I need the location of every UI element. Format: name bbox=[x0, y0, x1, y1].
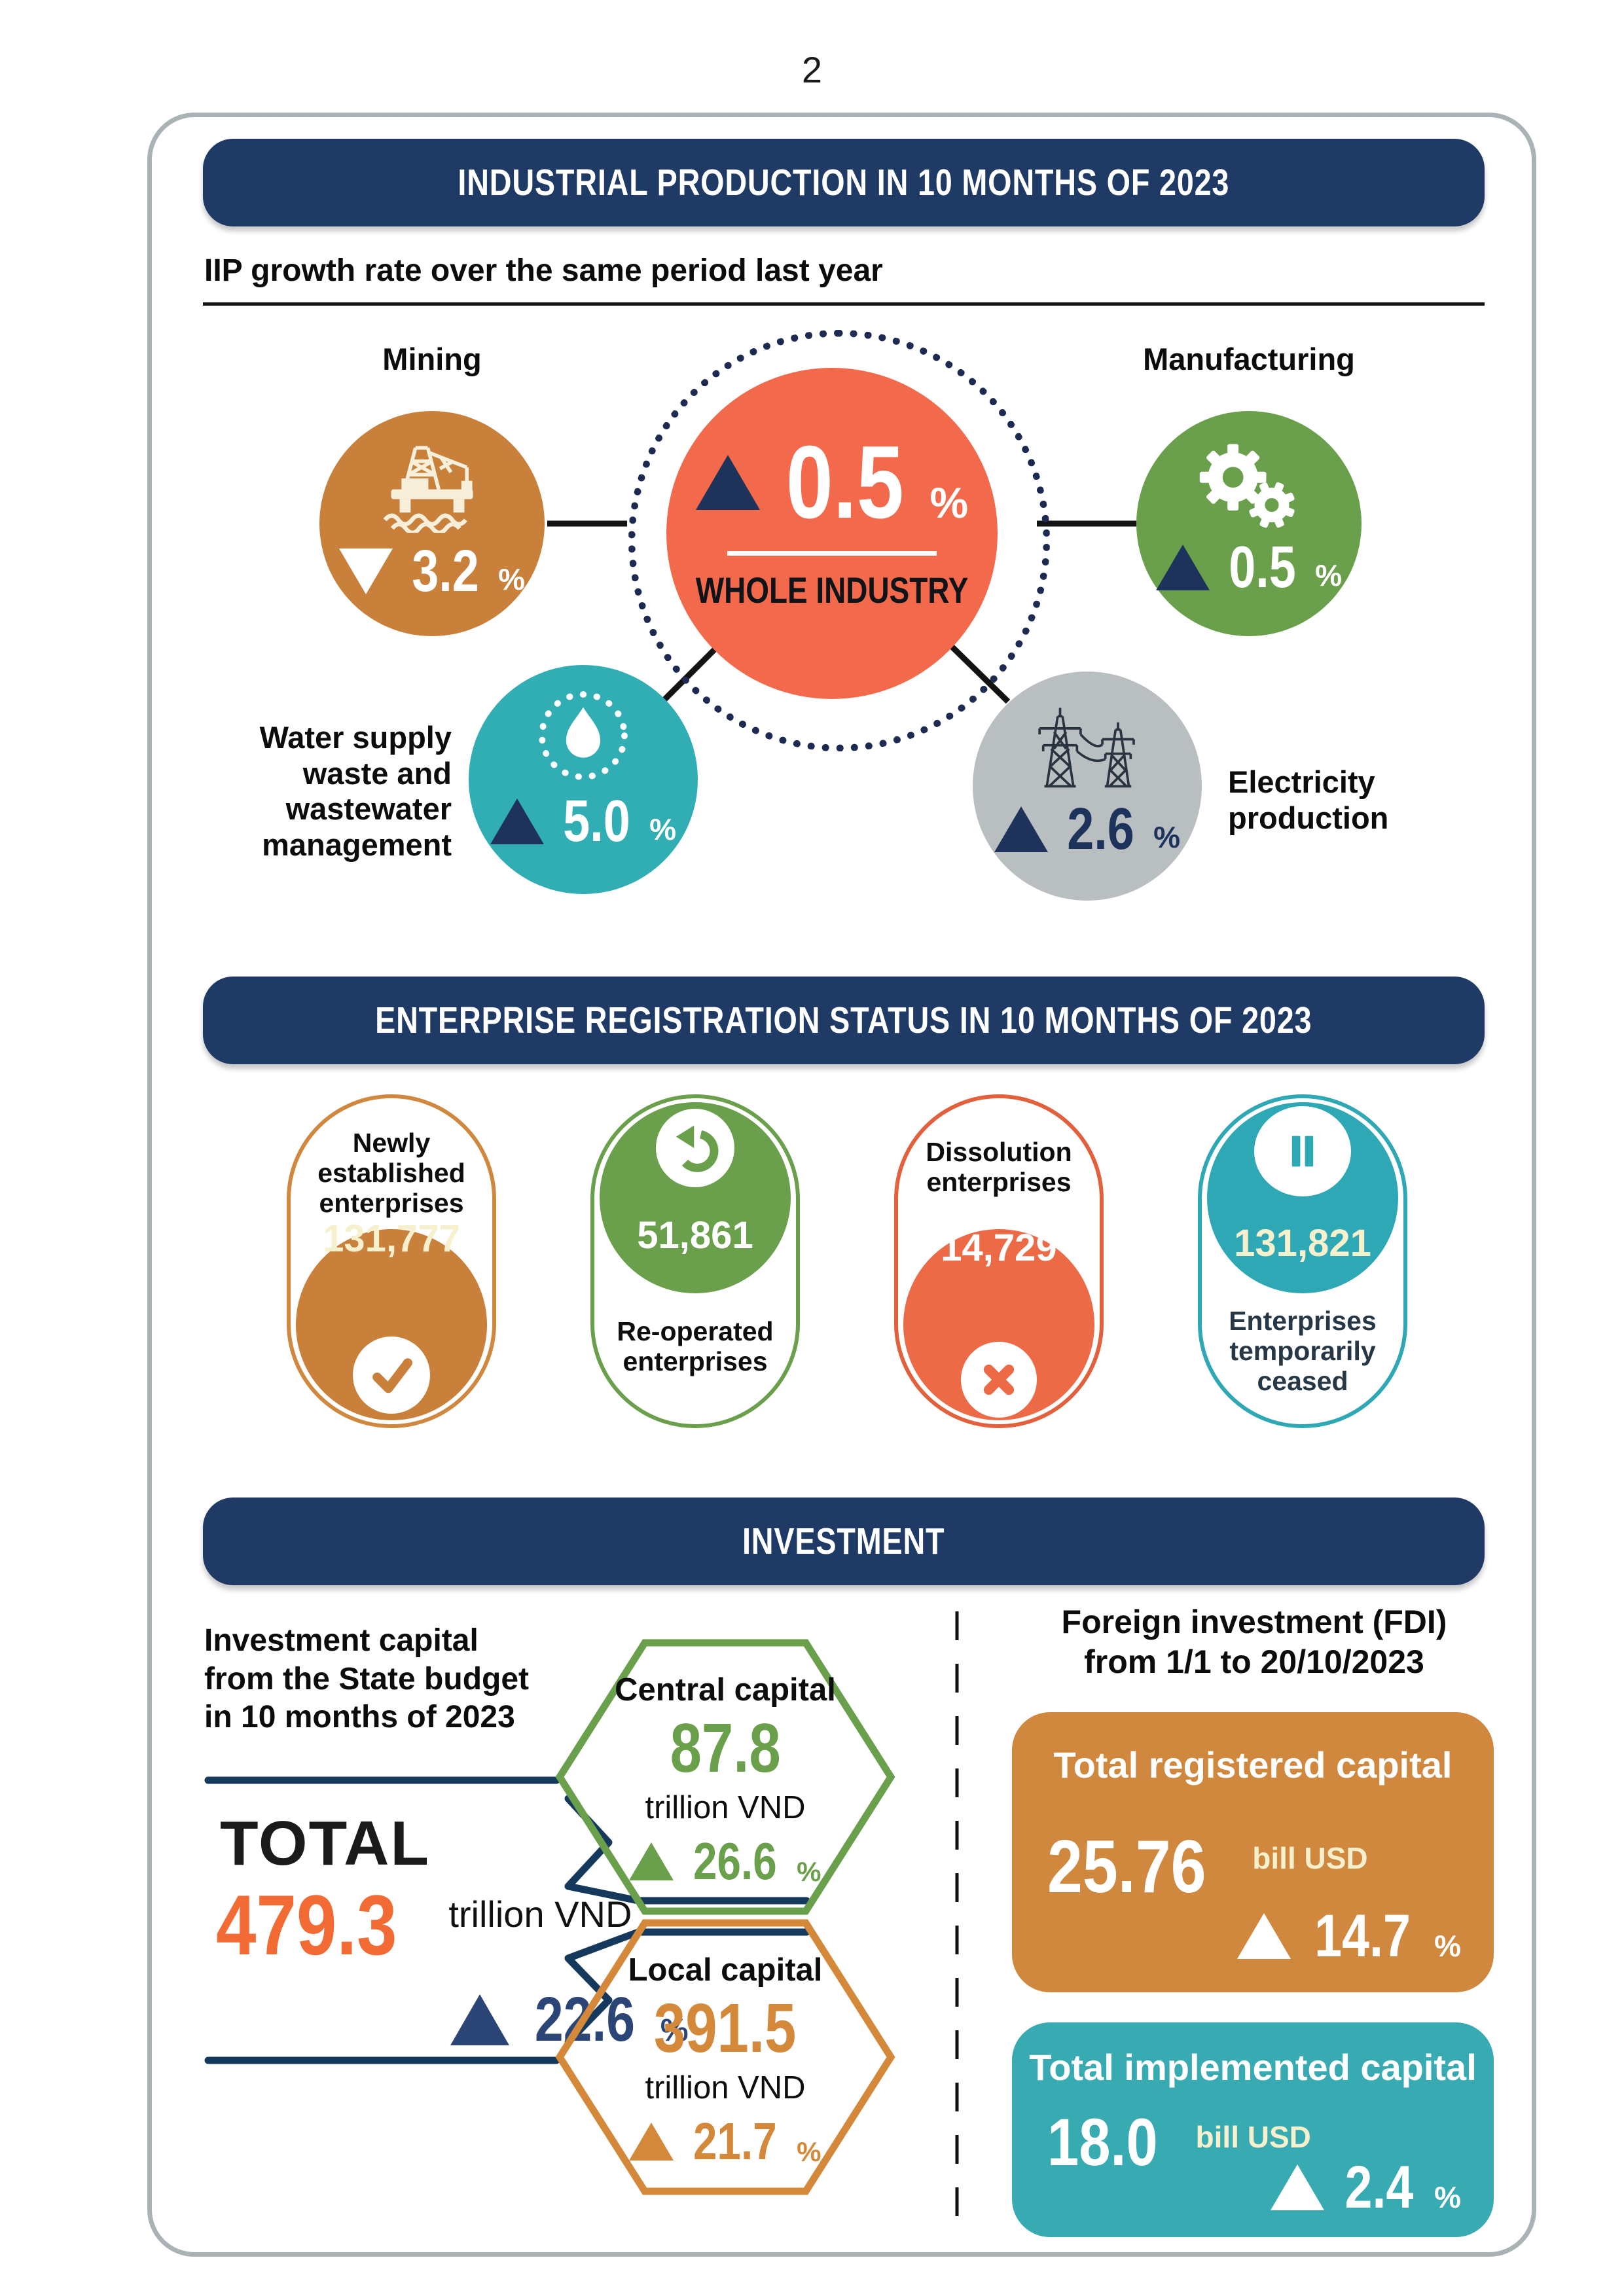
dissolution-card: Dissolution enterprises 14,729 bbox=[894, 1094, 1104, 1428]
whole-industry-dotted-ring bbox=[628, 330, 1050, 751]
investment-banner-title: INVESTMENT bbox=[742, 1520, 945, 1562]
total-label: TOTAL bbox=[220, 1808, 431, 1878]
mining-rate: 3.2 % bbox=[338, 542, 525, 601]
card-label: Dissolution enterprises bbox=[926, 1137, 1072, 1197]
up-triangle-icon bbox=[994, 806, 1048, 852]
card-value: 131,821 bbox=[1234, 1222, 1371, 1265]
hex-change-row: 21.7 % bbox=[552, 2115, 899, 2168]
newly-established-card: Newly established enterprises 131,777 bbox=[287, 1094, 496, 1428]
card-value: 51,861 bbox=[637, 1214, 753, 1257]
page-number: 2 bbox=[801, 49, 823, 90]
iip-subtitle: IIP growth rate over the same period las… bbox=[204, 253, 883, 288]
enterprise-banner-title: ENTERPRISE REGISTRATION STATUS IN 10 MON… bbox=[375, 999, 1312, 1041]
hex-unit: trillion VND bbox=[645, 2070, 806, 2106]
implemented-capital-box: Total implemented capital 18.0 bill USD … bbox=[1012, 2022, 1494, 2237]
box-value-row: 18.0 bill USD bbox=[1047, 2105, 1311, 2179]
local-capital-hexagon: Local capital 391.5 trillion VND 21.7 % bbox=[552, 1916, 899, 2198]
hex-value: 87.8 bbox=[670, 1710, 781, 1787]
pause-icon bbox=[1254, 1106, 1351, 1196]
hex-value: 391.5 bbox=[654, 1990, 797, 2067]
water-circle: 5.0 % bbox=[469, 665, 698, 894]
box-change-row: 2.4 % bbox=[1271, 2157, 1461, 2217]
electricity-label: Electricity production bbox=[1228, 764, 1389, 835]
up-triangle-icon bbox=[695, 455, 760, 510]
up-triangle-icon bbox=[450, 1994, 509, 2045]
total-unit: trillion VND bbox=[448, 1893, 632, 1935]
water-label: Water supply waste and wastewater manage… bbox=[259, 720, 452, 862]
gears-icon bbox=[1199, 444, 1295, 528]
electricity-circle: 2.6 % bbox=[973, 672, 1202, 901]
up-triangle-icon bbox=[1237, 1913, 1291, 1959]
reoperated-card: 51,861 Re-operated enterprises bbox=[590, 1094, 800, 1428]
up-triangle-icon bbox=[490, 798, 544, 844]
subtitle-rule bbox=[203, 302, 1485, 306]
central-capital-hexagon: Central capital 87.8 trillion VND 26.6 % bbox=[552, 1636, 899, 1918]
fdi-heading: Foreign investment (FDI) from 1/1 to 20/… bbox=[1061, 1604, 1447, 1680]
center-divider bbox=[727, 551, 937, 556]
up-triangle-icon bbox=[1155, 545, 1210, 590]
hex-label: Central capital bbox=[615, 1672, 836, 1708]
manufacturing-rate: 0.5 % bbox=[1155, 538, 1342, 597]
card-label: Re-operated enterprises bbox=[617, 1316, 774, 1377]
state-budget-heading: Investment capital from the State budget… bbox=[204, 1623, 530, 1735]
whole-industry-title: WHOLE INDUSTRY bbox=[695, 569, 969, 611]
box-change-row: 14.7 % bbox=[1237, 1906, 1461, 1966]
box-value-row: 25.76 bill USD bbox=[1047, 1825, 1368, 1909]
reopen-arrow-icon bbox=[656, 1109, 734, 1187]
page-frame bbox=[147, 113, 1536, 2257]
power-towers-icon bbox=[1038, 708, 1135, 788]
card-label: Newly established enterprises bbox=[317, 1128, 465, 1218]
box-label: Total registered capital bbox=[1053, 1744, 1453, 1785]
card-value: 131,777 bbox=[323, 1217, 460, 1260]
enterprise-banner: ENTERPRISE REGISTRATION STATUS IN 10 MON… bbox=[203, 977, 1485, 1064]
manufacturing-circle: 0.5 % bbox=[1136, 411, 1362, 636]
hex-unit: trillion VND bbox=[645, 1790, 806, 1825]
total-value: 479.3 bbox=[216, 1877, 397, 1973]
registered-capital-box: Total registered capital 25.76 bill USD … bbox=[1012, 1712, 1494, 1992]
hex-change-row: 26.6 % bbox=[552, 1835, 899, 1888]
card-label: Enterprises temporarily ceased bbox=[1229, 1306, 1377, 1397]
card-value: 14,729 bbox=[941, 1227, 1057, 1269]
hex-label: Local capital bbox=[628, 1952, 823, 1988]
water-drop-icon bbox=[539, 691, 628, 780]
mining-circle: 3.2 % bbox=[319, 411, 545, 636]
total-value-row: 479.3 trillion VND bbox=[216, 1882, 632, 1967]
manufacturing-label: Manufacturing bbox=[1143, 342, 1355, 376]
oil-rig-icon bbox=[383, 446, 473, 533]
electricity-rate: 2.6 % bbox=[994, 800, 1180, 859]
x-icon bbox=[961, 1342, 1037, 1418]
up-triangle-icon bbox=[629, 2123, 674, 2161]
investment-banner: INVESTMENT bbox=[203, 1498, 1485, 1585]
industrial-banner-title: INDUSTRIAL PRODUCTION IN 10 MONTHS OF 20… bbox=[458, 162, 1230, 204]
whole-industry-circle: 0.5 % WHOLE INDUSTRY bbox=[666, 368, 998, 699]
up-triangle-icon bbox=[1271, 2164, 1325, 2210]
mining-label: Mining bbox=[382, 342, 482, 376]
total-change-row: 22.6 % bbox=[450, 1988, 689, 2051]
water-rate: 5.0 % bbox=[490, 792, 676, 851]
industrial-banner: INDUSTRIAL PRODUCTION IN 10 MONTHS OF 20… bbox=[203, 139, 1485, 226]
up-triangle-icon bbox=[629, 1842, 674, 1880]
down-triangle-icon bbox=[338, 548, 393, 594]
whole-industry-rate: 0.5 % bbox=[695, 431, 968, 534]
box-label: Total implemented capital bbox=[1029, 2047, 1477, 2088]
temporarily-ceased-card: 131,821 Enterprises temporarily ceased bbox=[1198, 1094, 1407, 1428]
check-icon bbox=[353, 1336, 430, 1414]
